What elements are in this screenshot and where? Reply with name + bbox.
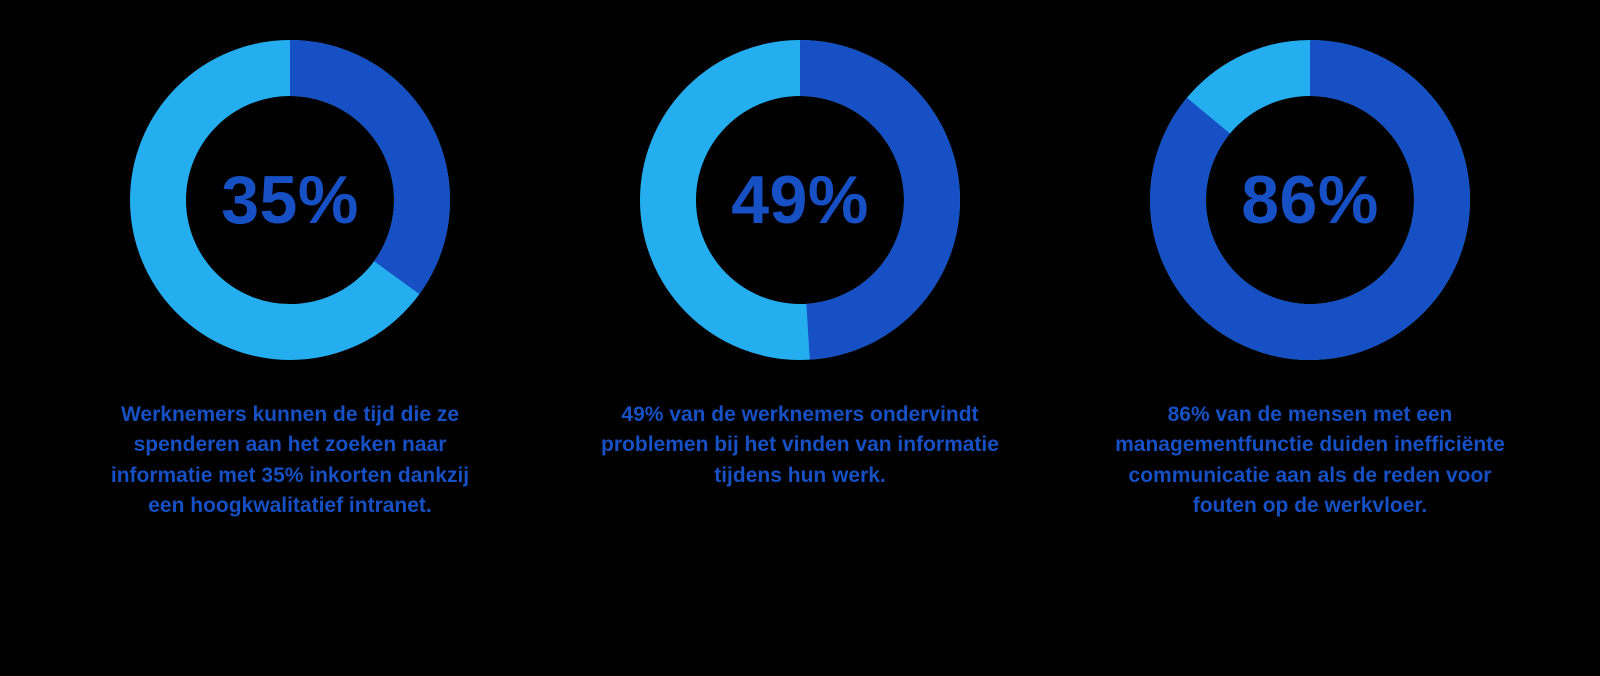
donut-center-label-2: 86% xyxy=(1150,40,1470,360)
donut-chart-1: 49% xyxy=(640,40,960,360)
donut-chart-2: 86% xyxy=(1150,40,1470,360)
stat-caption-1: 49% van de werknemers ondervindt problem… xyxy=(600,400,1000,491)
donut-chart-0: 35% xyxy=(130,40,450,360)
stat-card-2: 86% 86% van de mensen met een management… xyxy=(1110,40,1510,522)
charts-row: 35% Werknemers kunnen de tijd die ze spe… xyxy=(0,0,1600,522)
stat-card-1: 49% 49% van de werknemers ondervindt pro… xyxy=(600,40,1000,491)
stat-caption-2: 86% van de mensen met een managementfunc… xyxy=(1110,400,1510,522)
stat-caption-0: Werknemers kunnen de tijd die ze spender… xyxy=(90,400,490,522)
stat-card-0: 35% Werknemers kunnen de tijd die ze spe… xyxy=(90,40,490,522)
donut-center-label-1: 49% xyxy=(640,40,960,360)
donut-center-label-0: 35% xyxy=(130,40,450,360)
